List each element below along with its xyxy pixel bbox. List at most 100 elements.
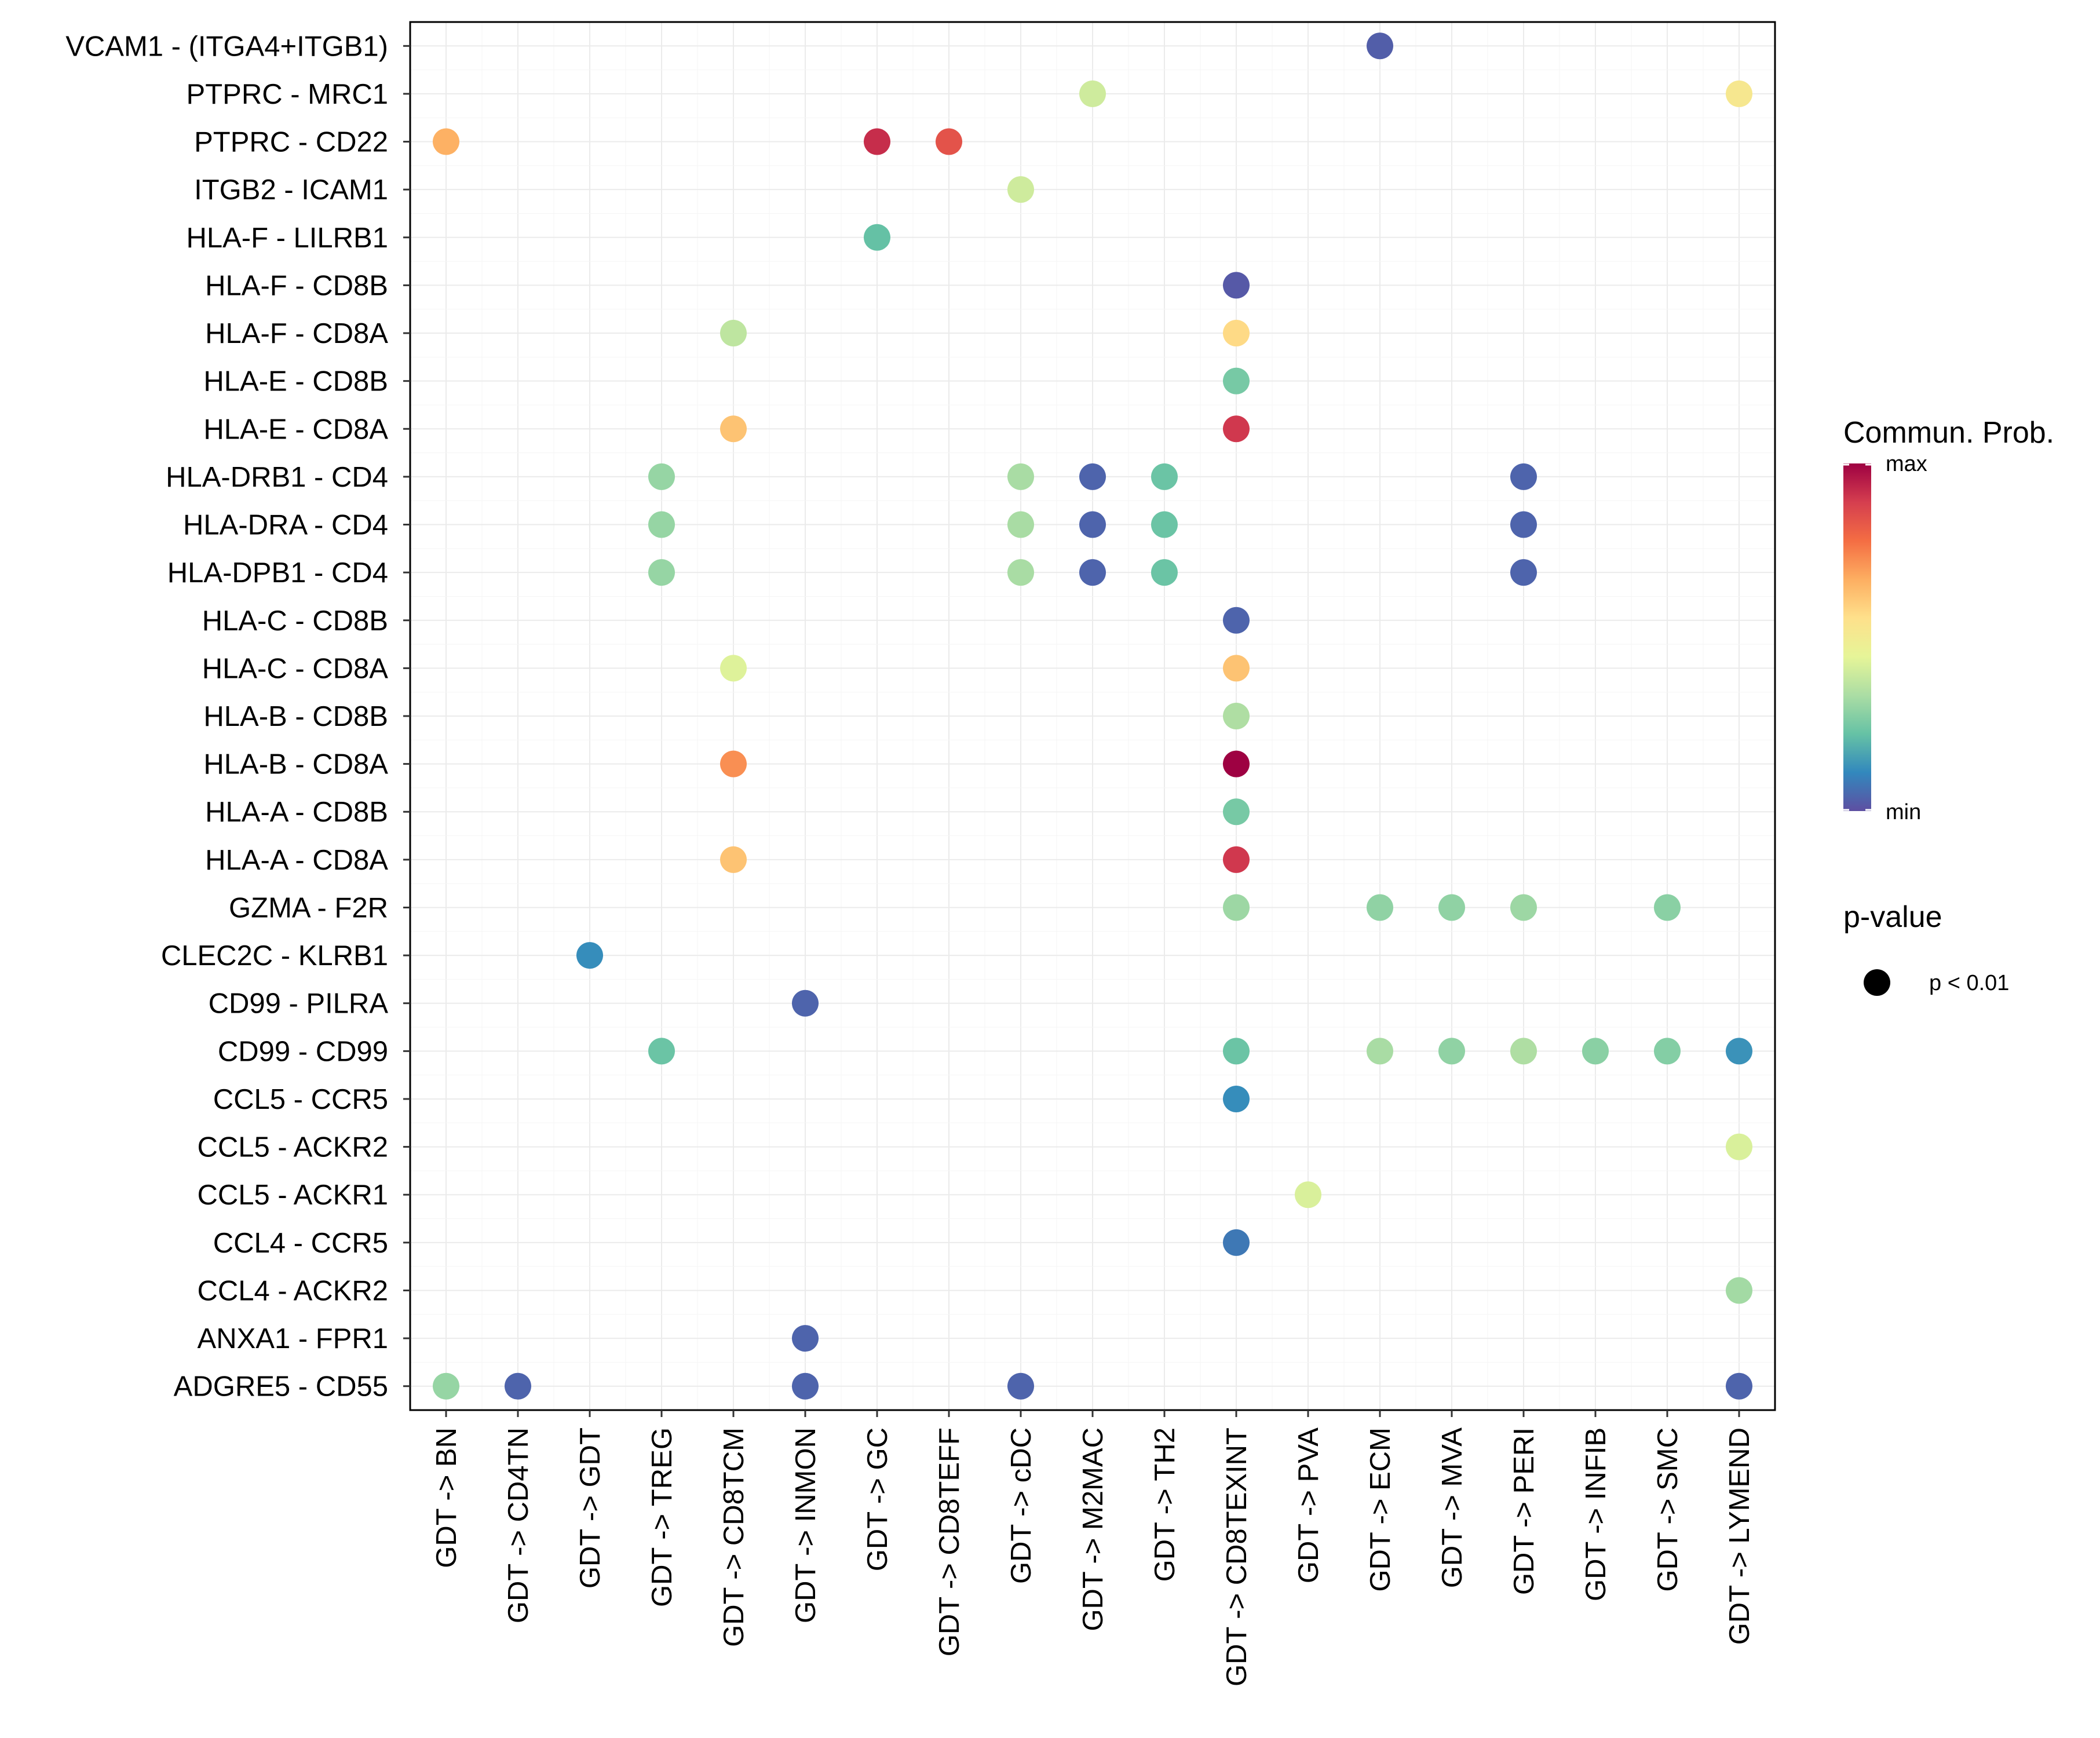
y-axis-label: HLA-A - CD8A <box>205 845 388 876</box>
data-point <box>1151 463 1178 490</box>
size-legend: p-value p < 0.01 <box>1843 900 2009 996</box>
x-axis-label: GDT -> BN <box>431 1427 462 1568</box>
grid-lines <box>410 22 1775 1410</box>
data-point <box>1223 1038 1250 1065</box>
x-axis-label: GDT -> M2MAC <box>1078 1427 1109 1631</box>
data-point <box>1510 1038 1537 1065</box>
data-point <box>864 128 890 155</box>
y-axis-label: CD99 - PILRA <box>209 988 389 1020</box>
y-axis-label: PTPRC - MRC1 <box>187 79 388 110</box>
data-point <box>1367 1038 1393 1065</box>
data-point <box>1079 80 1106 107</box>
data-point <box>433 128 459 155</box>
data-point <box>1007 463 1034 490</box>
data-point <box>1726 1277 1752 1304</box>
y-axis-label: CCL5 - ACKR1 <box>197 1180 388 1211</box>
x-axis-label: GDT -> PVA <box>1293 1427 1324 1583</box>
data-point <box>1582 1038 1609 1065</box>
y-axis-label: HLA-F - CD8A <box>205 318 388 349</box>
y-axis-label: VCAM1 - (ITGA4+ITGB1) <box>65 31 388 62</box>
size-legend-dot <box>1864 969 1890 996</box>
data-point <box>1510 463 1537 490</box>
y-axis-label: HLA-C - CD8A <box>202 653 389 684</box>
data-points <box>433 32 1752 1400</box>
data-point <box>1367 32 1393 60</box>
data-point <box>720 655 747 682</box>
data-point <box>1726 1372 1752 1400</box>
data-point <box>1223 655 1250 682</box>
y-axis-label: HLA-DRB1 - CD4 <box>166 462 388 493</box>
color-legend-max-label: max <box>1886 452 1927 476</box>
x-axis-label: GDT -> ECM <box>1365 1427 1396 1592</box>
y-axis-label: CCL5 - ACKR2 <box>197 1132 388 1163</box>
data-point <box>792 990 819 1017</box>
data-point <box>1438 894 1465 921</box>
x-axis-labels: GDT -> BN GDT -> CD4TN GDT -> GDT GDT -> TR… <box>431 1410 1755 1686</box>
data-point <box>720 750 747 777</box>
data-point <box>1654 894 1681 921</box>
x-axis-label: GDT -> TREG <box>647 1427 678 1607</box>
y-axis-label: HLA-E - CD8B <box>203 366 388 397</box>
y-axis-label: CCL4 - CCR5 <box>213 1228 388 1259</box>
color-legend: Commun. Prob. max min <box>1843 416 2054 824</box>
x-axis-label: GDT -> CD8TEFF <box>934 1427 965 1656</box>
data-point <box>1726 1133 1752 1160</box>
data-point <box>1007 511 1034 538</box>
data-point <box>1151 511 1178 538</box>
data-point <box>1223 798 1250 826</box>
data-point <box>1223 607 1250 634</box>
y-axis-label: ANXA1 - FPR1 <box>198 1323 388 1354</box>
y-axis-label: ADGRE5 - CD55 <box>174 1371 388 1403</box>
y-axis-label: HLA-F - CD8B <box>205 270 388 301</box>
y-axis-label: HLA-B - CD8A <box>203 749 388 780</box>
x-axis-label: GDT -> MVA <box>1437 1427 1468 1589</box>
data-point <box>1223 1229 1250 1256</box>
data-point <box>1223 415 1250 443</box>
data-point <box>1510 559 1537 586</box>
y-axis-label: CCL4 - ACKR2 <box>197 1275 388 1306</box>
data-point <box>1151 559 1178 586</box>
data-point <box>1079 511 1106 538</box>
x-axis-label: GDT -> CD4TN <box>503 1427 534 1623</box>
data-point <box>1367 894 1393 921</box>
data-point <box>576 942 603 969</box>
y-axis-label: GZMA - F2R <box>229 892 388 923</box>
y-axis-label: HLA-A - CD8B <box>205 797 388 828</box>
y-axis-label: CCL5 - CCR5 <box>213 1084 388 1115</box>
data-point <box>648 463 675 490</box>
size-legend-title: p-value <box>1843 900 1942 934</box>
data-point <box>1007 176 1034 203</box>
data-point <box>1295 1181 1321 1208</box>
data-point <box>1510 894 1537 921</box>
data-point <box>648 511 675 538</box>
data-point <box>648 1038 675 1065</box>
x-axis-label: GDT -> SMC <box>1652 1427 1683 1592</box>
x-axis-label: GDT -> CD8TCM <box>718 1427 750 1647</box>
data-point <box>1007 1372 1034 1400</box>
data-point <box>505 1372 531 1400</box>
data-point <box>433 1372 459 1400</box>
data-point <box>720 846 747 873</box>
data-point <box>1223 750 1250 777</box>
data-point <box>1223 846 1250 873</box>
x-axis-label: GDT -> INMON <box>790 1427 821 1623</box>
y-axis-label: HLA-E - CD8A <box>203 414 388 445</box>
color-legend-title: Commun. Prob. <box>1843 416 2054 450</box>
data-point <box>1510 511 1537 538</box>
y-axis-label: HLA-B - CD8B <box>203 701 388 732</box>
data-point <box>1223 367 1250 395</box>
y-axis-label: HLA-DPB1 - CD4 <box>167 557 388 589</box>
data-point <box>1726 1038 1752 1065</box>
data-point <box>864 224 890 251</box>
color-legend-min-label: min <box>1886 800 1921 824</box>
x-axis-label: GDT -> cDC <box>1006 1427 1037 1584</box>
size-legend-label: p < 0.01 <box>1929 971 2009 995</box>
data-point <box>792 1372 819 1400</box>
y-axis-label: ITGB2 - ICAM1 <box>194 174 388 206</box>
data-point <box>1654 1038 1681 1065</box>
data-point <box>1438 1038 1465 1065</box>
data-point <box>1223 894 1250 921</box>
data-point <box>1007 559 1034 586</box>
data-point <box>720 415 747 443</box>
y-axis-label: CLEC2C - KLRB1 <box>161 940 388 972</box>
